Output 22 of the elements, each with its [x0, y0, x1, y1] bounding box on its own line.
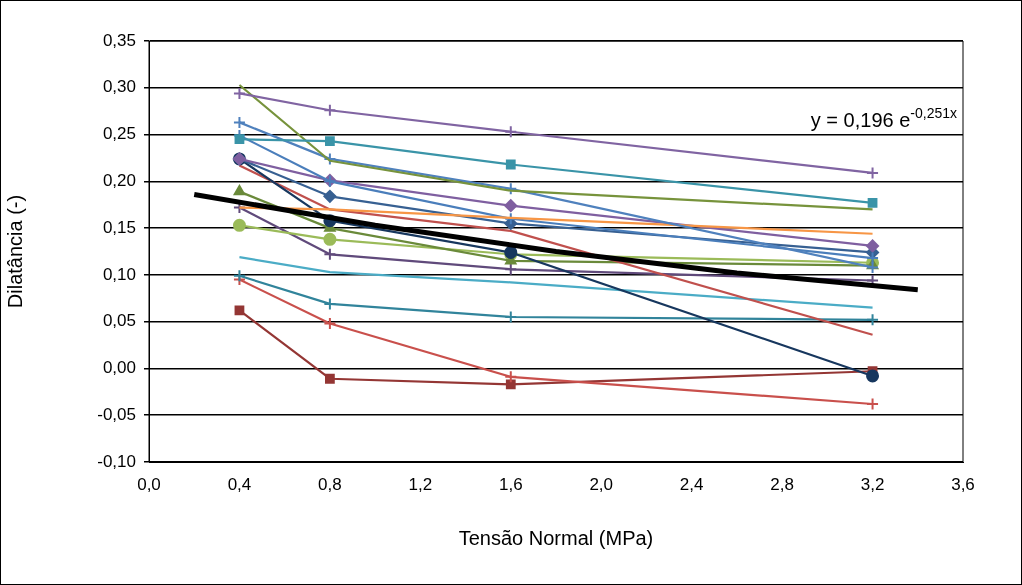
y-tick-label: 0,30 [102, 77, 136, 97]
x-tick-label: 0,8 [318, 474, 342, 494]
y-tick-label: 0,00 [102, 358, 136, 378]
y-axis-title: Dilatância (-) [3, 194, 26, 309]
x-tick-label: 3,2 [860, 474, 885, 494]
x-tick-label: 1,2 [408, 474, 433, 494]
y-tick-label: -0,10 [97, 451, 136, 471]
y-tick-label: 0,20 [102, 171, 136, 191]
y-tick-label: 0,15 [102, 217, 136, 237]
x-axis-title: Tensão Normal (MPa) [458, 526, 654, 549]
y-tick-label: 0,05 [102, 311, 136, 331]
x-tick-label: 3,6 [951, 474, 975, 494]
y-tick-label: 0,10 [102, 264, 136, 284]
y-tick-label: 0,35 [102, 30, 136, 50]
x-tick-label: 1,6 [498, 474, 523, 494]
x-tick-label: 0,0 [137, 474, 161, 494]
y-tick-label: 0,25 [102, 124, 136, 144]
y-tick-label: -0,05 [97, 404, 136, 424]
x-tick-label: 2,0 [589, 474, 614, 494]
x-tick-label: 2,4 [679, 474, 704, 494]
x-tick-label: 0,4 [227, 474, 252, 494]
x-tick-label: 2,8 [770, 474, 794, 494]
